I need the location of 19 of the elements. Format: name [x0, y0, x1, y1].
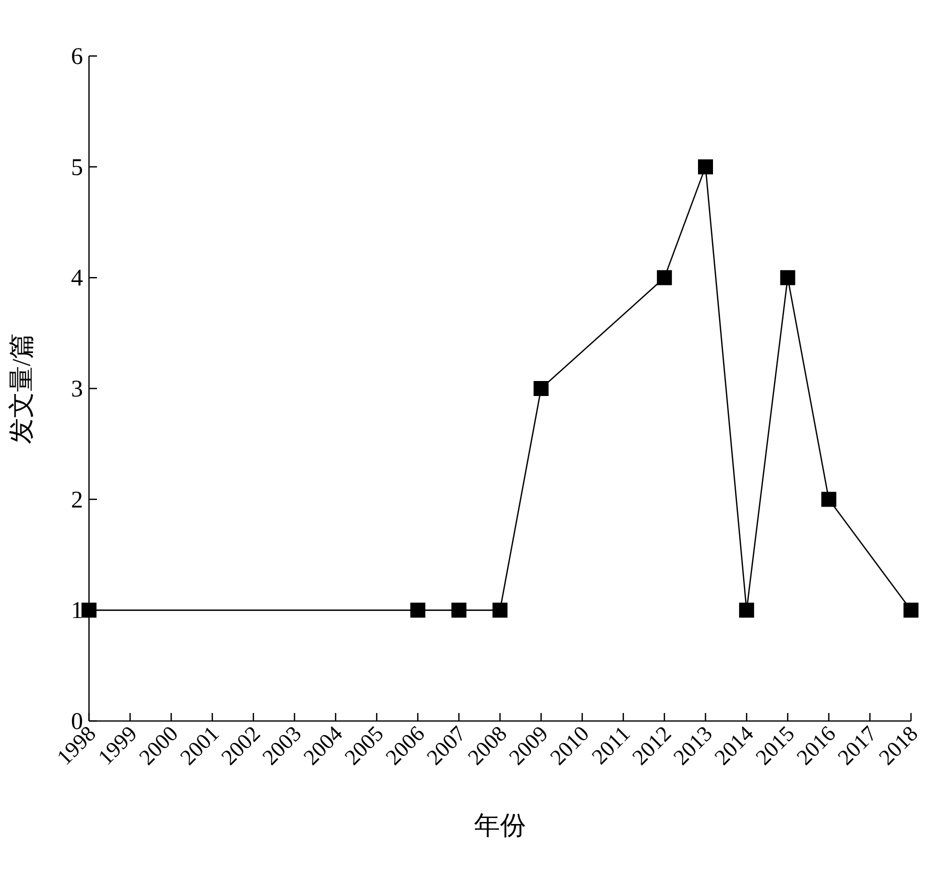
point [451, 602, 466, 618]
y-axis-title: 发文量/篇 [7, 332, 36, 444]
x-axis-title: 年份 [474, 811, 526, 840]
point [656, 270, 672, 286]
y-tick-label: 3 [71, 376, 83, 402]
y-tick-label: 6 [71, 44, 83, 70]
y-tick-label: 4 [71, 266, 83, 292]
y-tick-label: 1 [71, 598, 83, 624]
point [904, 602, 918, 618]
point [739, 602, 754, 618]
point [82, 602, 96, 618]
point [492, 602, 508, 618]
point [410, 602, 426, 618]
point [698, 159, 713, 174]
y-tick-label: 2 [71, 487, 83, 514]
point [534, 381, 549, 396]
point [780, 270, 796, 286]
point [821, 492, 836, 507]
y-tick-label: 5 [71, 154, 83, 181]
